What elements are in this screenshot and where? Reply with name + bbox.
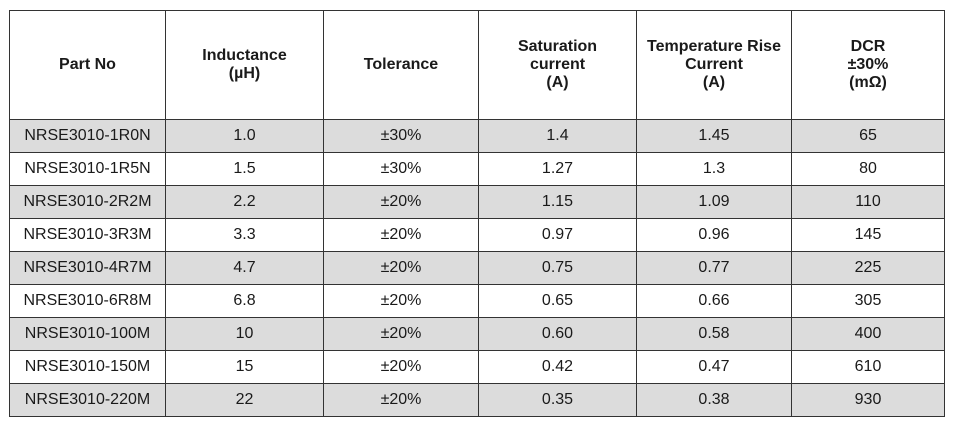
cell-dcr: 305 bbox=[791, 284, 945, 318]
cell-tolerance: ±20% bbox=[323, 284, 479, 318]
cell-saturation-current: 1.4 bbox=[478, 119, 637, 153]
cell-part-no: NRSE3010-2R2M bbox=[9, 185, 166, 219]
cell-inductance: 1.0 bbox=[165, 119, 324, 153]
cell-inductance: 22 bbox=[165, 383, 324, 417]
cell-saturation-current: 0.97 bbox=[478, 218, 637, 252]
cell-temperature-rise-current: 0.77 bbox=[636, 251, 792, 285]
cell-saturation-current: 0.35 bbox=[478, 383, 637, 417]
cell-tolerance: ±20% bbox=[323, 185, 479, 219]
header-line: current bbox=[529, 56, 586, 73]
cell-part-no: NRSE3010-1R0N bbox=[9, 119, 166, 153]
cell-inductance: 4.7 bbox=[165, 251, 324, 285]
cell-tolerance: ±20% bbox=[323, 350, 479, 384]
cell-part-no: NRSE3010-100M bbox=[9, 317, 166, 351]
cell-part-no: NRSE3010-150M bbox=[9, 350, 166, 384]
header-row: Part No Inductance (µH) Tolerance Satura… bbox=[9, 10, 945, 120]
cell-saturation-current: 1.27 bbox=[478, 152, 637, 186]
cell-saturation-current: 1.15 bbox=[478, 185, 637, 219]
cell-temperature-rise-current: 1.45 bbox=[636, 119, 792, 153]
header-line: (µH) bbox=[228, 65, 261, 82]
header-line: (A) bbox=[702, 74, 726, 91]
cell-inductance: 2.2 bbox=[165, 185, 324, 219]
header-line: (A) bbox=[546, 74, 569, 91]
header-dcr: DCR ±30% (mΩ) bbox=[791, 10, 945, 120]
cell-tolerance: ±20% bbox=[323, 383, 479, 417]
cell-dcr: 610 bbox=[791, 350, 945, 384]
cell-inductance: 3.3 bbox=[165, 218, 324, 252]
table-row: NRSE3010-1R5N 1.5 ±30% 1.27 1.3 80 bbox=[9, 152, 945, 186]
cell-temperature-rise-current: 1.09 bbox=[636, 185, 792, 219]
header-tolerance: Tolerance bbox=[323, 10, 479, 120]
table-row: NRSE3010-2R2M 2.2 ±20% 1.15 1.09 110 bbox=[9, 185, 945, 219]
header-line: ±30% bbox=[847, 56, 889, 73]
cell-tolerance: ±30% bbox=[323, 152, 479, 186]
cell-tolerance: ±20% bbox=[323, 251, 479, 285]
cell-dcr: 400 bbox=[791, 317, 945, 351]
cell-dcr: 145 bbox=[791, 218, 945, 252]
table-row: NRSE3010-4R7M 4.7 ±20% 0.75 0.77 225 bbox=[9, 251, 945, 285]
cell-saturation-current: 0.65 bbox=[478, 284, 637, 318]
table-row: NRSE3010-100M 10 ±20% 0.60 0.58 400 bbox=[9, 317, 945, 351]
cell-inductance: 1.5 bbox=[165, 152, 324, 186]
cell-dcr: 225 bbox=[791, 251, 945, 285]
cell-part-no: NRSE3010-6R8M bbox=[9, 284, 166, 318]
cell-dcr: 930 bbox=[791, 383, 945, 417]
cell-saturation-current: 0.75 bbox=[478, 251, 637, 285]
header-line: DCR bbox=[850, 38, 886, 55]
header-line: Current bbox=[685, 56, 743, 73]
table-row: NRSE3010-1R0N 1.0 ±30% 1.4 1.45 65 bbox=[9, 119, 945, 153]
header-saturation-current: Saturation current (A) bbox=[478, 10, 637, 120]
cell-inductance: 6.8 bbox=[165, 284, 324, 318]
cell-part-no: NRSE3010-4R7M bbox=[9, 251, 166, 285]
header-temperature-rise-current: Temperature Rise Current (A) bbox=[636, 10, 792, 120]
cell-saturation-current: 0.60 bbox=[478, 317, 637, 351]
table-row: NRSE3010-220M 22 ±20% 0.35 0.38 930 bbox=[9, 383, 945, 417]
header-line: Temperature Rise bbox=[647, 38, 781, 55]
cell-dcr: 65 bbox=[791, 119, 945, 153]
cell-part-no: NRSE3010-1R5N bbox=[9, 152, 166, 186]
cell-tolerance: ±20% bbox=[323, 317, 479, 351]
cell-dcr: 80 bbox=[791, 152, 945, 186]
cell-tolerance: ±30% bbox=[323, 119, 479, 153]
cell-saturation-current: 0.42 bbox=[478, 350, 637, 384]
cell-temperature-rise-current: 0.96 bbox=[636, 218, 792, 252]
cell-part-no: NRSE3010-220M bbox=[9, 383, 166, 417]
header-part-no: Part No bbox=[9, 10, 166, 120]
cell-temperature-rise-current: 1.3 bbox=[636, 152, 792, 186]
cell-temperature-rise-current: 0.58 bbox=[636, 317, 792, 351]
inductor-spec-table: Part No Inductance (µH) Tolerance Satura… bbox=[9, 10, 945, 417]
cell-inductance: 15 bbox=[165, 350, 324, 384]
cell-inductance: 10 bbox=[165, 317, 324, 351]
header-line: (mΩ) bbox=[849, 74, 887, 91]
cell-part-no: NRSE3010-3R3M bbox=[9, 218, 166, 252]
table-row: NRSE3010-3R3M 3.3 ±20% 0.97 0.96 145 bbox=[9, 218, 945, 252]
table-row: NRSE3010-150M 15 ±20% 0.42 0.47 610 bbox=[9, 350, 945, 384]
cell-dcr: 110 bbox=[791, 185, 945, 219]
cell-temperature-rise-current: 0.47 bbox=[636, 350, 792, 384]
header-line: Inductance bbox=[202, 47, 287, 64]
table-row: NRSE3010-6R8M 6.8 ±20% 0.65 0.66 305 bbox=[9, 284, 945, 318]
cell-temperature-rise-current: 0.66 bbox=[636, 284, 792, 318]
table-body: NRSE3010-1R0N 1.0 ±30% 1.4 1.45 65 NRSE3… bbox=[9, 119, 945, 417]
header-line: Tolerance bbox=[363, 56, 439, 73]
header-inductance: Inductance (µH) bbox=[165, 10, 324, 120]
header-line: Saturation bbox=[517, 38, 598, 55]
cell-tolerance: ±20% bbox=[323, 218, 479, 252]
header-line: Part No bbox=[59, 56, 116, 73]
cell-temperature-rise-current: 0.38 bbox=[636, 383, 792, 417]
